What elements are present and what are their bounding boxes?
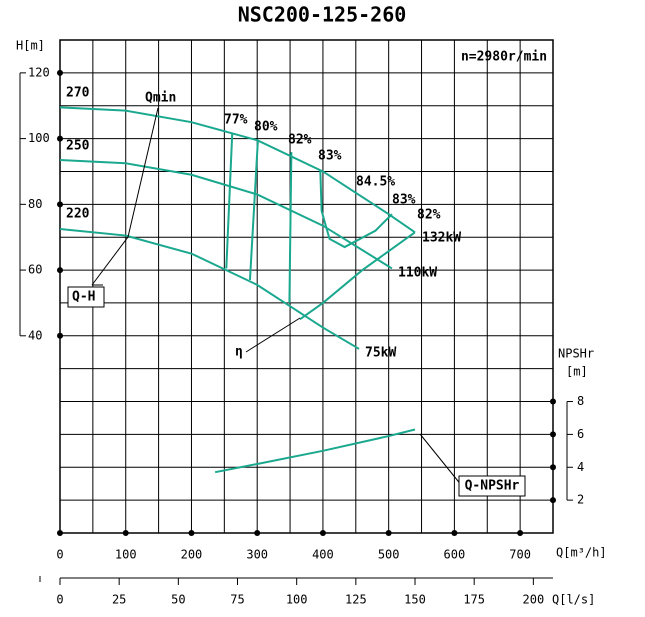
y-tick-dot <box>57 135 63 142</box>
x2-axis-label: Q[l/s] <box>552 593 595 607</box>
x2-tick-label: 25 <box>112 593 126 607</box>
x-tick-label: 300 <box>246 548 268 562</box>
y-tick-dot <box>57 332 63 339</box>
y-axis-label: H[m] <box>16 39 45 53</box>
y-tick-label: 120 <box>28 65 50 79</box>
x-tick-dot <box>451 530 458 536</box>
x-tick-label: 700 <box>509 548 531 562</box>
x-tick-label: 100 <box>115 548 137 562</box>
y2-tick-label: 2 <box>577 493 584 507</box>
y-tick-label: 60 <box>28 263 42 277</box>
curve <box>59 106 416 234</box>
curve <box>299 231 416 321</box>
x-tick-dot <box>385 530 392 536</box>
x2-tick-label: 75 <box>230 593 244 607</box>
curve-label: 83% <box>318 149 342 164</box>
x-tick-label: 0 <box>56 548 63 562</box>
y-tick-dot <box>57 69 63 76</box>
curve-label: 220 <box>66 207 90 222</box>
x-tick-dot <box>254 530 261 536</box>
q-h-box <box>67 286 105 308</box>
annotation: η <box>235 345 243 360</box>
x2-tick-label: 100 <box>286 593 308 607</box>
leader-line <box>91 107 159 286</box>
curve <box>225 133 234 269</box>
x-tick-dot <box>319 530 326 536</box>
speed-label: n=2980r/min <box>461 50 547 65</box>
annotation: 83% <box>392 193 416 208</box>
y2-tick-dot <box>550 398 556 405</box>
y2-tick-label: 6 <box>577 427 584 441</box>
curve <box>59 227 360 350</box>
annotation: 75kW <box>365 346 396 361</box>
annotation: Qmin <box>145 91 176 106</box>
y-tick-label: 80 <box>28 197 42 211</box>
x-axis-label: Q[m³/h] <box>556 546 607 560</box>
y2-tick-label: 4 <box>577 460 584 474</box>
x-tick-dot <box>517 530 524 536</box>
y2-tick-label: 8 <box>577 394 584 408</box>
curve <box>248 140 259 280</box>
y2-axis-label: NPSHr <box>558 347 594 361</box>
y-tick-dot <box>57 267 63 274</box>
x-tick-label: 500 <box>378 548 400 562</box>
curve-label: 80% <box>254 120 278 135</box>
y2-tick-dot <box>550 431 556 438</box>
q-npshr-label: Q-NPSHr <box>465 479 520 494</box>
curve-label: 82% <box>288 133 312 148</box>
curve <box>288 152 293 303</box>
plot-frame <box>59 39 554 534</box>
x-tick-dot <box>57 530 63 536</box>
annotation: Q-H <box>72 290 95 305</box>
x2-tick-label: 150 <box>404 593 426 607</box>
curve-label: 270 <box>66 86 90 101</box>
x-tick-label: 400 <box>312 548 334 562</box>
x2-tick-label: 0 <box>56 593 63 607</box>
curve-label: 84.5% <box>356 175 395 190</box>
speed-box <box>455 45 550 67</box>
curve-label: 250 <box>66 139 90 154</box>
x2-tick-label: 175 <box>463 593 485 607</box>
x2-tick-label: 50 <box>171 593 185 607</box>
x-tick-label: 600 <box>444 548 466 562</box>
x-tick-label: 200 <box>181 548 203 562</box>
curve <box>214 428 416 474</box>
x2-tick-label: 200 <box>523 593 545 607</box>
x-tick-dot <box>122 530 129 536</box>
leader-line <box>245 317 301 353</box>
annotation: 110kW <box>398 266 437 281</box>
x-tick-dot <box>188 530 195 536</box>
q-npshr-box <box>458 475 526 497</box>
curve-label: 77% <box>224 113 248 128</box>
leader-line <box>419 433 463 487</box>
x2-tick-label: 125 <box>345 593 367 607</box>
annotation: 132kW <box>422 231 461 246</box>
annotation: 82% <box>417 208 441 223</box>
chart-title: NSC200-125-260 <box>238 3 407 27</box>
y2-tick-dot <box>550 464 556 471</box>
y2-axis-label: [m] <box>566 365 588 379</box>
curve <box>319 170 393 249</box>
curve <box>59 158 393 270</box>
y-tick-label: 100 <box>28 131 50 145</box>
y-tick-dot <box>57 201 63 208</box>
y-tick-label: 40 <box>28 328 42 342</box>
y2-tick-dot <box>550 497 556 504</box>
